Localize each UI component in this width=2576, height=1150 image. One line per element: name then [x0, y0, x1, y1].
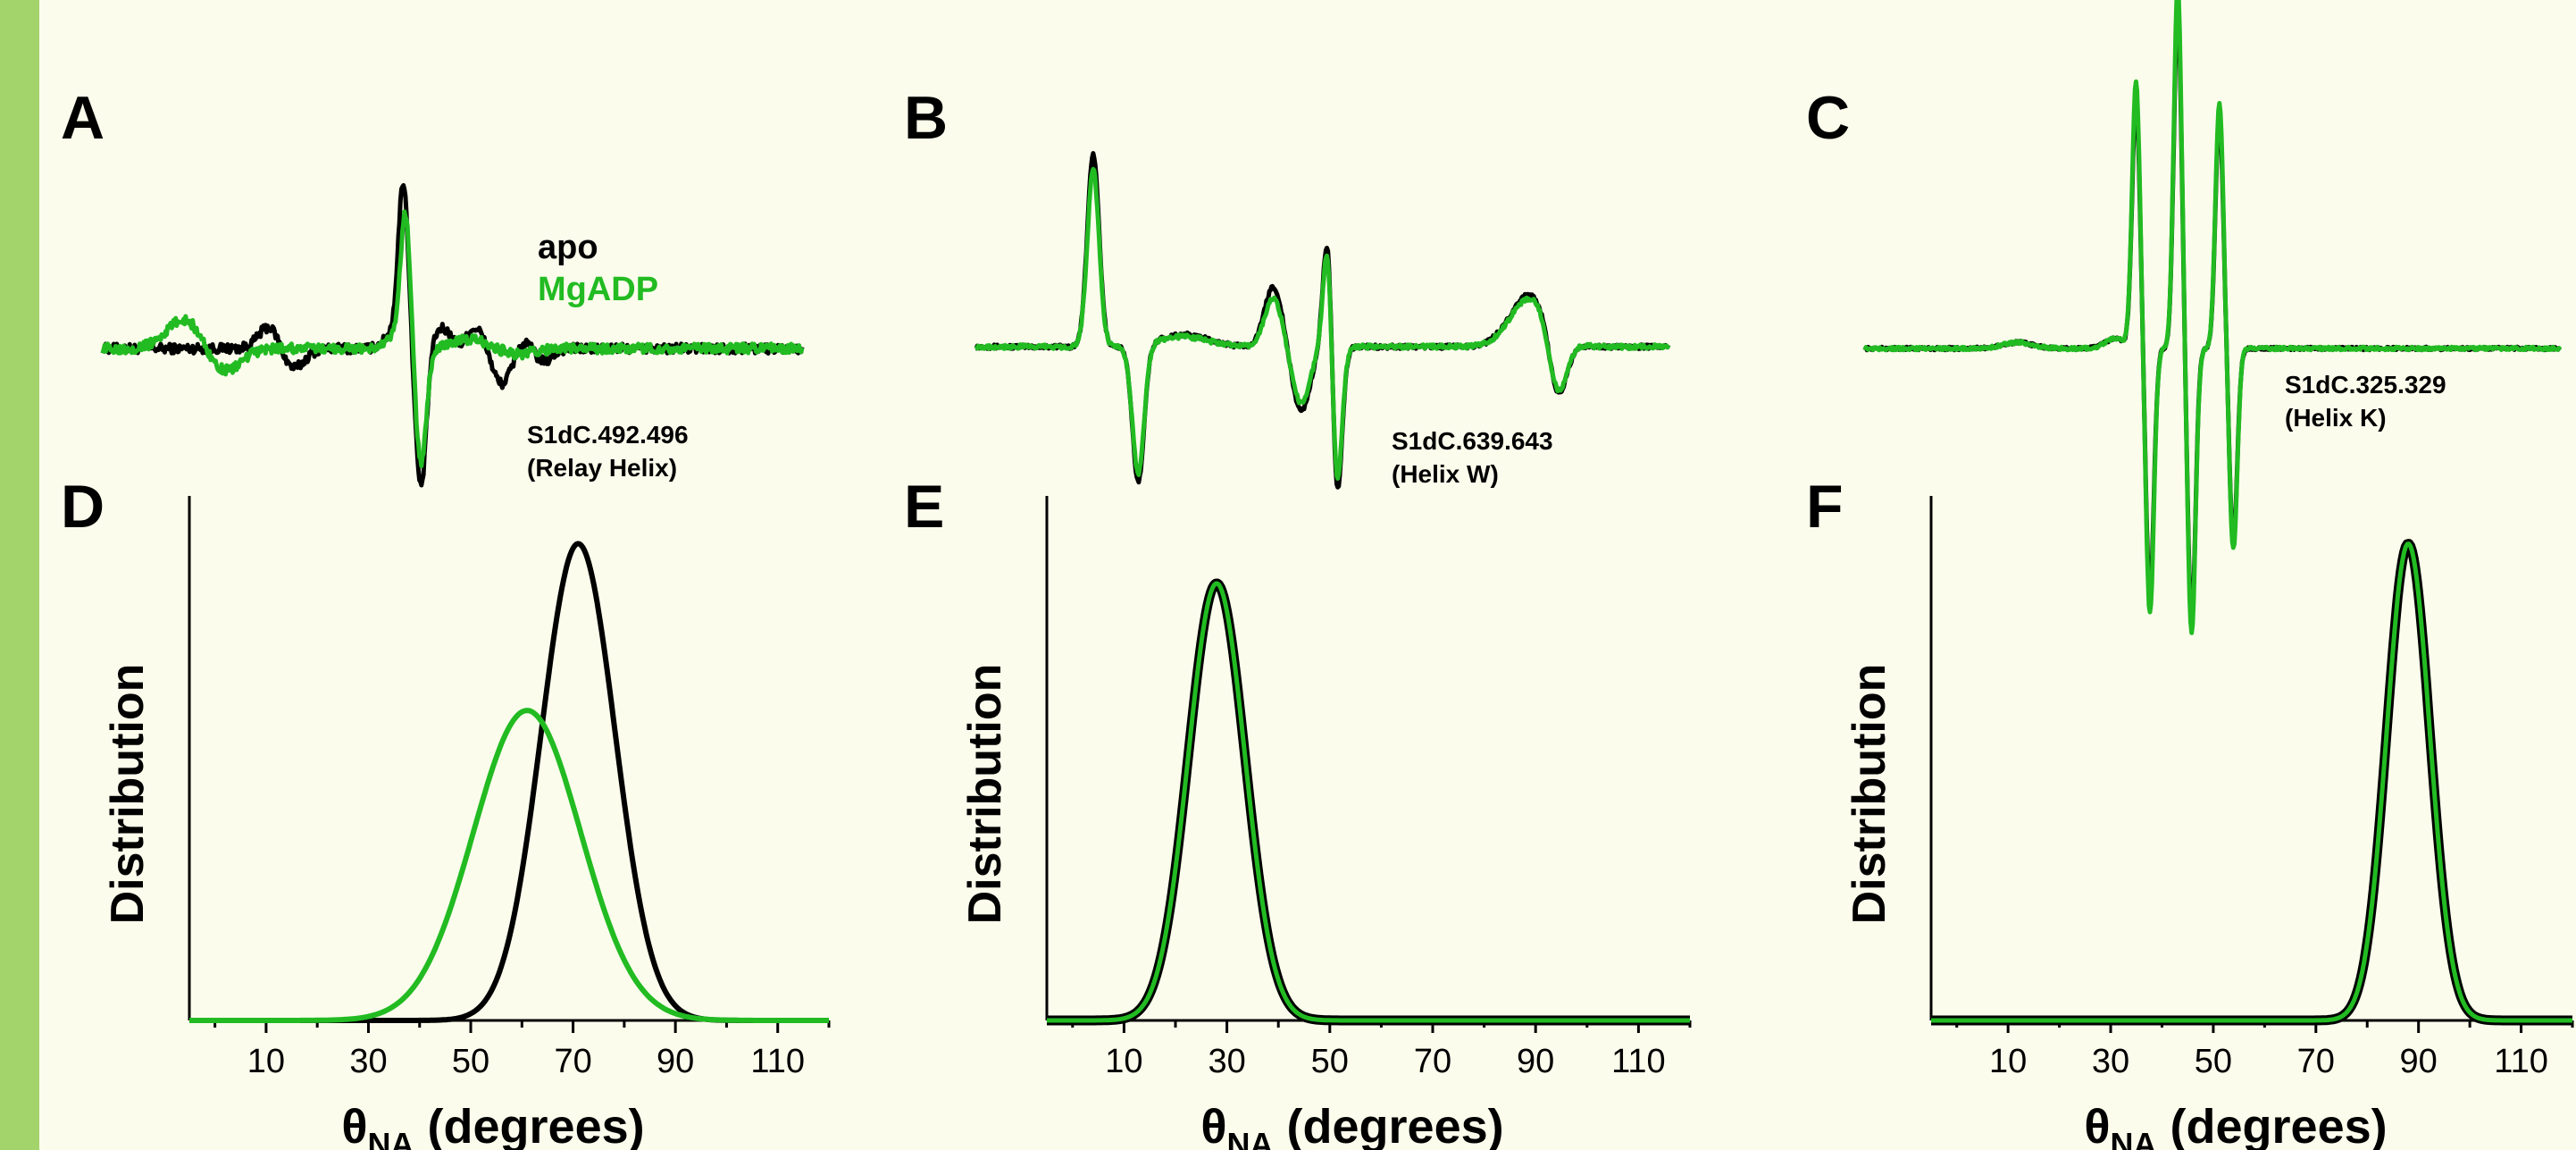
panel-letter-c: C [1806, 84, 1850, 152]
panel-letter-f: F [1806, 473, 1844, 541]
x-tick-label-e: 30 [1208, 1043, 1245, 1080]
annotation-a-helix: (Relay Helix) [527, 454, 677, 482]
distribution-d-apo-line [188, 541, 831, 1023]
x-tick-label-e: 110 [1611, 1043, 1666, 1080]
annotation-b-label: S1dC.639.643 [1392, 427, 1553, 455]
panel-letter-d: D [61, 473, 105, 541]
x-tick-label-f: 10 [1989, 1043, 2027, 1080]
annotation-c-helix: (Helix K) [2285, 404, 2387, 432]
x-tick-label-f: 90 [2400, 1043, 2438, 1080]
x-tick-label-f: 30 [2092, 1043, 2129, 1080]
annotation-a-label: S1dC.492.496 [527, 421, 689, 449]
x-tick-label-e: 70 [1414, 1043, 1451, 1080]
spectrum-b-mgadp-line [974, 166, 1671, 481]
distribution-panel-f: 10 30 50 70 90 110 Distribution θNA (degrees) [1844, 496, 2576, 1150]
distribution-f-mgadp-line [1930, 541, 2573, 1023]
spectrum-panel-a [100, 182, 805, 488]
x-tick-label-d: 70 [554, 1043, 591, 1080]
legend-apo: apo [538, 229, 598, 266]
x-tick-label-d: 30 [349, 1043, 387, 1080]
panel-letter-e: E [904, 473, 944, 541]
spectrum-a-apo-line [100, 182, 805, 488]
spectrum-panel-c [1862, 0, 2563, 635]
x-tick-label-d: 110 [750, 1043, 805, 1080]
accent-side-bar [0, 0, 39, 1150]
spectrum-a-mgadp-line [100, 209, 805, 468]
distribution-d-mgadp-line [188, 708, 831, 1023]
distribution-e-apo-line [1043, 578, 1694, 1026]
x-tick-label-d: 90 [657, 1043, 694, 1080]
x-axis-title-d: θNA (degrees) [341, 1100, 644, 1150]
y-axis-title-e: Distribution [959, 664, 1011, 925]
legend-mgadp: MgADP [538, 271, 658, 308]
annotation-c-label: S1dC.325.329 [2285, 371, 2446, 399]
panel-letter-b: B [904, 84, 948, 152]
distribution-f-apo-line [1928, 539, 2576, 1026]
distribution-panel-d: 10 30 50 70 90 110 Distribution θNA (degrees) [102, 496, 831, 1150]
x-tick-label-e: 90 [1517, 1043, 1554, 1080]
distribution-panel-e: 10 30 50 70 90 110 Distribution θNA (degrees) [959, 496, 1694, 1150]
y-axis-title-f: Distribution [1844, 664, 1895, 925]
x-tick-label-f: 50 [2195, 1043, 2232, 1080]
x-tick-label-e: 50 [1311, 1043, 1349, 1080]
x-tick-label-f: 70 [2297, 1043, 2335, 1080]
annotation-b-helix: (Helix W) [1392, 460, 1499, 488]
spectrum-c-mgadp-line [1862, 0, 2563, 635]
spectrum-panel-b [974, 151, 1671, 490]
x-tick-label-d: 50 [452, 1043, 489, 1080]
x-tick-label-e: 10 [1105, 1043, 1142, 1080]
y-axis-title-d: Distribution [102, 664, 154, 925]
x-tick-label-f: 110 [2494, 1043, 2548, 1080]
distribution-e-mgadp-line [1046, 581, 1691, 1023]
x-tick-label-d: 10 [247, 1043, 285, 1080]
x-axis-title-e: θNA (degrees) [1200, 1100, 1503, 1150]
x-axis-title-f: θNA (degrees) [2084, 1100, 2387, 1150]
panel-letter-a: A [61, 84, 105, 152]
